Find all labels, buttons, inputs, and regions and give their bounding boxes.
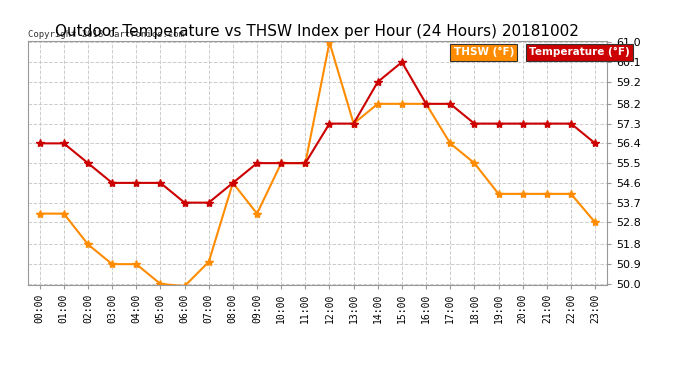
Text: THSW (°F): THSW (°F) (453, 47, 514, 57)
Title: Outdoor Temperature vs THSW Index per Hour (24 Hours) 20181002: Outdoor Temperature vs THSW Index per Ho… (55, 24, 580, 39)
Text: Copyright 2018 Cartronics.com: Copyright 2018 Cartronics.com (28, 30, 184, 39)
Text: Temperature (°F): Temperature (°F) (529, 47, 630, 57)
